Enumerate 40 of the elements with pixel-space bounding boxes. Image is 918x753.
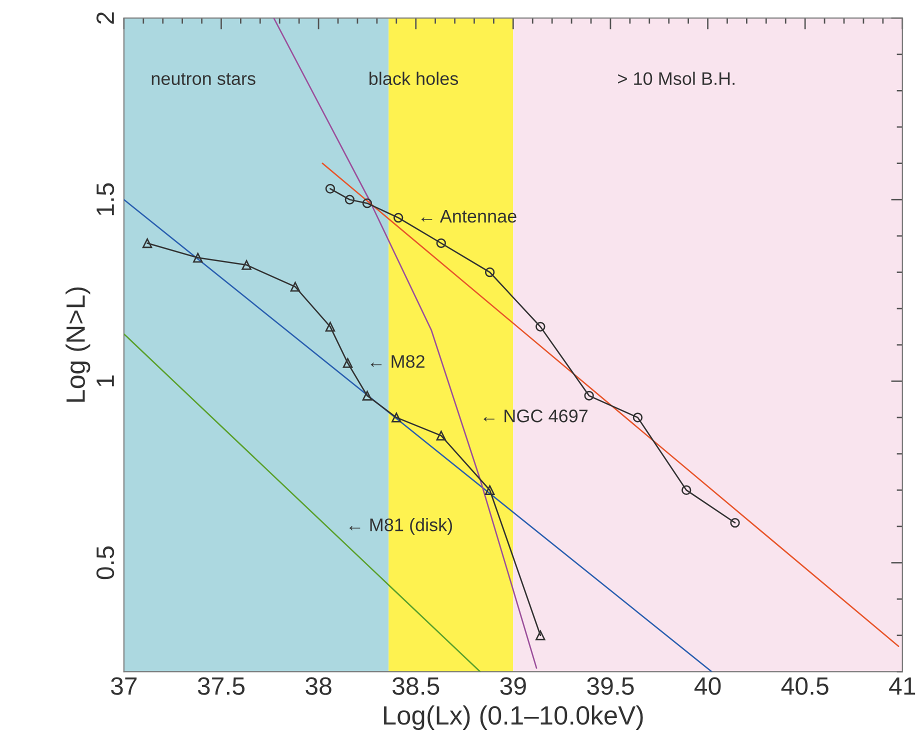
x-tick-label: 40.5 xyxy=(781,677,828,695)
y-tick-label: 0.5 xyxy=(96,546,114,580)
point xyxy=(393,212,404,223)
band-label: > 10 Msol B.H. xyxy=(618,72,734,86)
point xyxy=(325,322,336,332)
point xyxy=(536,630,546,640)
y-tick-label: 2 xyxy=(96,12,114,24)
point xyxy=(484,485,495,495)
point xyxy=(536,322,546,332)
annotation: ← M82 xyxy=(370,355,424,368)
x-tick-label: 41 xyxy=(889,677,916,695)
x-axis-title: Log(Lx) (0.1–10.0keV) xyxy=(384,705,643,730)
point xyxy=(632,412,643,422)
point xyxy=(344,194,355,204)
y-axis-title: Log (N>L) xyxy=(66,287,90,402)
x-tick-label: 39.5 xyxy=(587,677,634,695)
point xyxy=(484,267,495,278)
point xyxy=(342,358,353,368)
y-tick-label: 1 xyxy=(96,375,114,386)
x-tick-label: 39 xyxy=(500,677,526,695)
point xyxy=(242,260,252,270)
band-label: neutron stars xyxy=(152,73,256,86)
x-tick-label: 38.5 xyxy=(392,677,440,695)
x-tick-label: 37 xyxy=(110,677,137,695)
point xyxy=(193,252,203,263)
x-tick-label: 38 xyxy=(306,677,332,695)
point xyxy=(362,198,372,208)
point xyxy=(730,518,740,528)
point xyxy=(436,430,446,441)
point xyxy=(290,282,300,292)
point xyxy=(392,412,402,422)
x-tick-label: 37.5 xyxy=(198,677,245,695)
point xyxy=(362,390,372,401)
point xyxy=(584,390,594,401)
x-tick-label: 40 xyxy=(694,677,721,695)
point xyxy=(436,238,446,248)
point xyxy=(682,485,692,495)
point xyxy=(325,184,336,194)
point xyxy=(142,238,152,248)
y-tick-label: 1.5 xyxy=(96,183,114,216)
